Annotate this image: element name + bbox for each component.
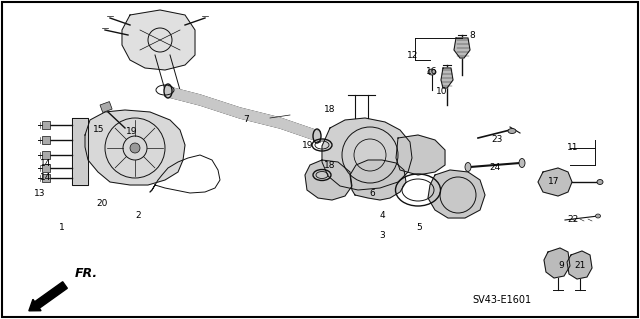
Text: 23: 23: [492, 136, 502, 145]
Text: 5: 5: [416, 224, 422, 233]
Polygon shape: [454, 38, 470, 58]
Bar: [42, 136, 50, 144]
Text: 8: 8: [469, 32, 475, 41]
Ellipse shape: [508, 129, 516, 133]
Polygon shape: [538, 168, 572, 196]
Text: 4: 4: [379, 211, 385, 220]
Text: 13: 13: [35, 189, 45, 197]
Text: 14: 14: [40, 159, 52, 167]
Polygon shape: [165, 86, 320, 142]
Circle shape: [130, 143, 140, 153]
Polygon shape: [305, 160, 352, 200]
Text: 6: 6: [369, 189, 375, 197]
Bar: [42, 151, 50, 159]
Text: 17: 17: [548, 176, 560, 186]
Text: SV43-E1601: SV43-E1601: [472, 295, 532, 305]
Polygon shape: [72, 118, 88, 185]
Bar: [100, 101, 112, 113]
Polygon shape: [441, 68, 453, 88]
Text: 19: 19: [302, 140, 314, 150]
Polygon shape: [122, 10, 195, 70]
Text: 2: 2: [135, 211, 141, 220]
Text: 16: 16: [426, 68, 438, 77]
Polygon shape: [322, 118, 412, 190]
Bar: [42, 164, 50, 172]
Text: 11: 11: [567, 144, 579, 152]
Text: 22: 22: [568, 216, 579, 225]
Polygon shape: [396, 135, 445, 175]
Ellipse shape: [428, 69, 436, 75]
Text: 10: 10: [436, 86, 448, 95]
Ellipse shape: [597, 180, 603, 184]
Text: 1: 1: [59, 224, 65, 233]
Polygon shape: [350, 160, 406, 200]
Ellipse shape: [595, 214, 600, 218]
Bar: [42, 121, 50, 129]
Polygon shape: [85, 110, 185, 185]
FancyArrow shape: [29, 282, 67, 311]
Text: 18: 18: [324, 106, 336, 115]
Text: 3: 3: [379, 232, 385, 241]
Bar: [42, 174, 50, 182]
Text: FR.: FR.: [75, 267, 98, 280]
Polygon shape: [428, 170, 485, 218]
Text: 14: 14: [40, 174, 52, 182]
Text: 12: 12: [407, 50, 419, 60]
Text: 24: 24: [490, 162, 500, 172]
Text: 7: 7: [243, 115, 249, 124]
Text: 15: 15: [93, 125, 105, 135]
Ellipse shape: [519, 159, 525, 167]
Text: 21: 21: [574, 261, 586, 270]
Text: 9: 9: [558, 261, 564, 270]
Text: 20: 20: [96, 198, 108, 207]
Polygon shape: [567, 251, 592, 279]
Polygon shape: [544, 248, 570, 278]
Text: 19: 19: [126, 128, 138, 137]
Text: 18: 18: [324, 160, 336, 169]
Ellipse shape: [465, 162, 471, 172]
